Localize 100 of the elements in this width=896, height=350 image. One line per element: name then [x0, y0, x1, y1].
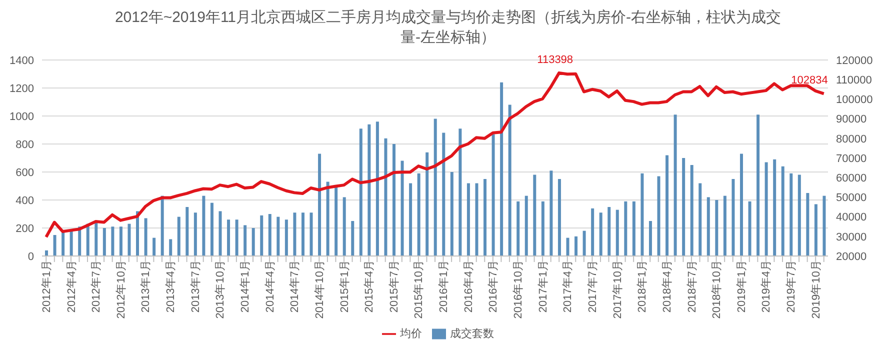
bar — [400, 160, 404, 256]
x-tick-label: 2013年4月 — [165, 260, 178, 313]
bar — [558, 179, 561, 256]
bar — [466, 183, 470, 256]
bar — [210, 202, 214, 256]
bar — [698, 183, 702, 256]
x-tick-label: 2016年4月 — [462, 260, 475, 313]
bar — [550, 170, 553, 256]
bar — [409, 183, 412, 256]
bar — [484, 179, 487, 256]
x-tick-label: 2012年10月 — [115, 260, 128, 319]
bar — [524, 196, 528, 256]
bar — [152, 238, 156, 256]
bar — [119, 226, 122, 256]
bar — [268, 214, 272, 256]
bar — [368, 124, 371, 256]
data-label: 113398 — [537, 54, 574, 66]
bar — [566, 238, 570, 256]
y2-tick-label: 50000 — [836, 192, 867, 204]
x-tick-label: 2014年7月 — [289, 260, 302, 313]
bar — [500, 82, 504, 256]
bar — [715, 200, 718, 256]
legend-label: 均价 — [400, 328, 422, 340]
y-tick-label: 600 — [16, 166, 34, 179]
bar — [516, 201, 520, 256]
bar — [541, 201, 544, 256]
bar — [756, 114, 760, 256]
y-tick-label: 200 — [16, 222, 34, 235]
bar — [284, 220, 288, 256]
bar — [177, 216, 180, 256]
data-label: 102834 — [791, 74, 828, 87]
bar — [144, 218, 148, 256]
x-tick-label: 2017年7月 — [587, 260, 600, 313]
x-tick-label: 2019年10月 — [810, 260, 822, 319]
bar — [70, 230, 73, 256]
bar — [426, 152, 429, 256]
bar — [301, 212, 304, 256]
bar — [276, 216, 280, 256]
bar — [674, 114, 677, 256]
bar — [351, 221, 354, 256]
bar — [334, 187, 338, 256]
bar — [186, 207, 189, 256]
bar — [235, 220, 238, 256]
x-tick-label: 2018年7月 — [686, 260, 698, 313]
bar — [624, 201, 628, 256]
bar — [723, 196, 726, 256]
x-tick-label: 2019年1月 — [736, 260, 748, 313]
bar — [376, 122, 379, 256]
bar — [657, 176, 660, 256]
bar — [392, 144, 396, 256]
bar — [318, 154, 322, 256]
y-tick-label: 400 — [16, 194, 34, 207]
bar — [822, 196, 826, 256]
bar — [616, 210, 619, 256]
bar — [442, 132, 446, 256]
bar — [160, 196, 164, 256]
y2-tick-label: 30000 — [836, 231, 867, 244]
x-tick-label: 2019年7月 — [786, 260, 798, 313]
bar — [252, 228, 255, 256]
bar — [169, 239, 172, 256]
bar — [764, 162, 768, 256]
y2-tick-label: 80000 — [836, 133, 867, 146]
bar — [202, 196, 206, 256]
bar — [591, 208, 594, 256]
bar — [62, 230, 65, 256]
x-tick-label: 2012年4月 — [66, 260, 78, 313]
y2-tick-label: 40000 — [836, 212, 867, 224]
y2-tick-label: 120000 — [836, 54, 873, 67]
x-tick-label: 2018年4月 — [661, 260, 674, 313]
y2-tick-label: 60000 — [836, 172, 867, 185]
x-tick-label: 2014年10月 — [314, 260, 326, 319]
bar — [748, 201, 752, 256]
bar — [342, 197, 346, 256]
x-tick-label: 2015年4月 — [364, 260, 376, 313]
x-tick-label: 2013年1月 — [140, 260, 152, 313]
bar — [508, 104, 512, 256]
bar — [732, 179, 735, 256]
x-tick-label: 2017年1月 — [537, 260, 550, 313]
x-tick-label: 2012年7月 — [90, 260, 103, 313]
bar — [814, 204, 818, 256]
bar — [632, 201, 636, 256]
y2-tick-label: 90000 — [836, 114, 867, 126]
bar — [582, 230, 586, 256]
bar — [790, 173, 793, 256]
bar — [682, 158, 686, 256]
bar — [244, 225, 247, 256]
bar — [773, 159, 776, 256]
bar — [608, 207, 611, 256]
line-series — [44, 71, 826, 238]
x-tick-label: 2016年7月 — [488, 260, 500, 313]
x-tick-label: 2018年10月 — [711, 260, 724, 319]
x-tick-label: 2019年4月 — [760, 260, 773, 313]
bar — [475, 183, 478, 256]
y2-tick-label: 110000 — [836, 74, 872, 87]
legend-label: 成交套数 — [450, 328, 494, 340]
bar — [690, 165, 694, 256]
y2-tick-label: 20000 — [836, 250, 867, 263]
x-tick-label: 2014年1月 — [240, 260, 252, 313]
y2-tick-label: 70000 — [836, 152, 867, 165]
bar — [53, 235, 56, 256]
